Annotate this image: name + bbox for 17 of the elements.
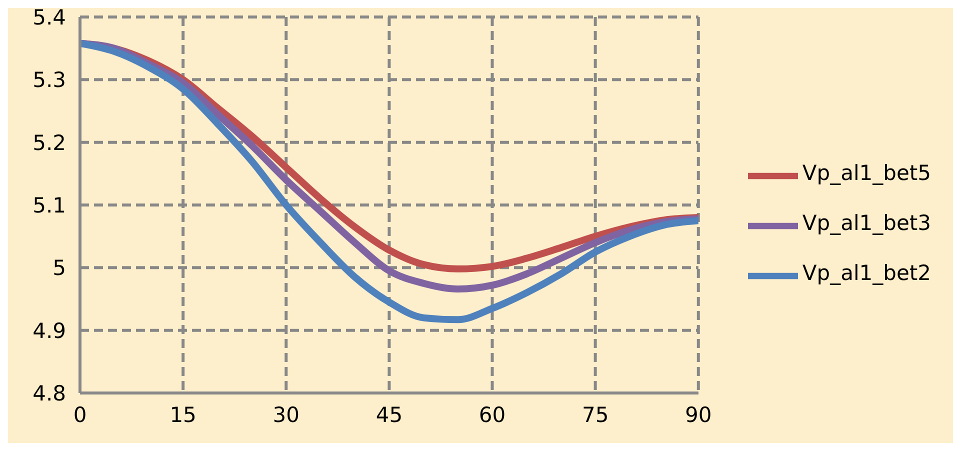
x-tick-label: 90	[685, 402, 712, 427]
x-tick-label: 0	[73, 402, 87, 427]
x-tick-label: 15	[170, 402, 196, 427]
y-tick-label: 5.3	[32, 68, 66, 92]
y-tick-label: 5	[52, 256, 66, 280]
legend-label: Vp_al1_bet2	[802, 260, 931, 285]
y-tick-label: 4.8	[32, 381, 66, 406]
legend-label: Vp_al1_bet3	[802, 210, 931, 235]
y-tick-label: 5.4	[32, 5, 66, 30]
x-tick-label: 45	[376, 402, 403, 427]
legend-label: Vp_al1_bet5	[802, 160, 931, 185]
x-tick-label: 30	[272, 402, 300, 427]
y-tick-label: 5.2	[32, 130, 66, 155]
y-tick-label: 4.9	[32, 318, 66, 343]
x-tick-label: 75	[582, 402, 609, 427]
x-tick-label: 60	[478, 402, 506, 427]
y-tick-label: 5.1	[32, 193, 66, 218]
